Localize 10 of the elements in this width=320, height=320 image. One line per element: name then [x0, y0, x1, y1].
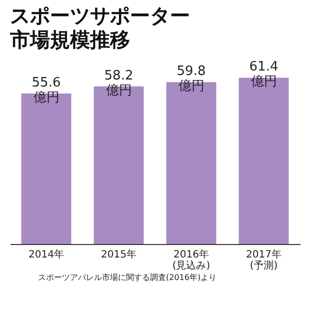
data-label: 58.2 億円: [104, 68, 134, 98]
chart-title: スポーツサポーター市場規模推移: [9, 4, 190, 52]
x-tick-label: 2015年: [101, 248, 136, 260]
text: スポーツアパレル市場に関する調査(2016年)より: [38, 273, 217, 282]
x-tick-label: 2016年 (見込み): [172, 248, 210, 272]
data-label: 61.4 億円: [249, 60, 278, 90]
x-tick-label: 2014年: [28, 248, 64, 260]
data-label: 55.6 億円: [32, 75, 61, 106]
x-tick-label: 2017年 (予測): [246, 248, 282, 272]
data-label: 59.8 億円: [176, 64, 206, 94]
